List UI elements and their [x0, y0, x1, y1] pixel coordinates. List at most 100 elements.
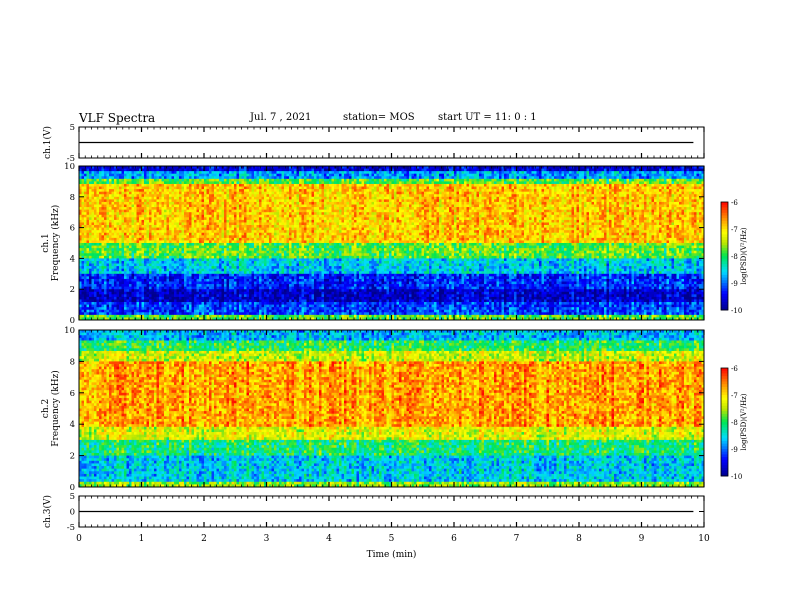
- spectrogram-cell: [87, 276, 90, 279]
- spectrogram-cell: [94, 205, 97, 208]
- spectrogram-cell: [99, 269, 102, 272]
- spectrogram-cell: [107, 284, 110, 287]
- spectrogram-cell: [104, 274, 107, 277]
- spectrogram-cell: [82, 253, 85, 256]
- spectrogram-cell: [102, 235, 105, 238]
- spectrogram-cell: [92, 174, 95, 177]
- spectrogram-cell: [94, 217, 97, 220]
- spectrogram-cell: [117, 297, 120, 300]
- spectrogram-cell: [117, 307, 120, 310]
- spectrogram-cell: [82, 205, 85, 208]
- spectrogram-cell: [112, 243, 115, 246]
- spectrogram-cell: [107, 217, 110, 220]
- spectrogram-cell: [84, 225, 87, 228]
- spectrogram-cell: [119, 207, 122, 210]
- spectrogram-cell: [87, 264, 90, 267]
- spectrogram-cell: [114, 235, 117, 238]
- spectrogram-cell: [99, 176, 102, 179]
- spectrogram-cell: [82, 210, 85, 213]
- spectrogram-cell: [99, 274, 102, 277]
- spectrogram-cell: [99, 215, 102, 218]
- spectrogram-cell: [117, 238, 120, 241]
- spectrogram-cell: [84, 189, 87, 192]
- spectrogram-cell: [89, 271, 92, 274]
- spectrogram-cell: [117, 189, 120, 192]
- spectrogram-cell: [89, 284, 92, 287]
- spectrogram-cell: [104, 294, 107, 297]
- spectrogram-cell: [117, 202, 120, 205]
- spectrogram-cell: [104, 212, 107, 215]
- spectrogram-cell: [119, 225, 122, 228]
- spectrogram-cell: [107, 174, 110, 177]
- spectrogram-cell: [117, 315, 120, 318]
- spectrogram-cell: [112, 274, 115, 277]
- spectrogram-cell: [109, 282, 112, 285]
- spectrogram-cell: [107, 197, 110, 200]
- spectrogram-cell: [112, 225, 115, 228]
- spectrogram-cell: [119, 256, 122, 259]
- spectrogram-cell: [122, 197, 125, 200]
- spectrogram-cell: [122, 194, 125, 197]
- spectrogram-cell: [119, 297, 122, 300]
- spectrogram-cell: [109, 184, 112, 187]
- spectrogram-cell: [99, 179, 102, 182]
- spectrogram-cell: [114, 192, 117, 195]
- spectrogram-cell: [104, 207, 107, 210]
- spectrogram-cell: [87, 171, 90, 174]
- spectrogram-cell: [114, 169, 117, 172]
- spectrogram-cell: [82, 269, 85, 272]
- spectrogram-cell: [122, 238, 125, 241]
- spectrogram-cell: [99, 302, 102, 305]
- spectrogram-cell: [114, 305, 117, 308]
- spectrogram-cell: [102, 243, 105, 246]
- spectrogram-cell: [102, 220, 105, 223]
- spectrogram-cell: [102, 228, 105, 231]
- spectrogram-cell: [107, 302, 110, 305]
- spectrogram-cell: [122, 258, 125, 261]
- spectrogram-cell: [114, 287, 117, 290]
- spectrogram-cell: [114, 238, 117, 241]
- spectrogram-cell: [92, 235, 95, 238]
- spectrogram-cell: [109, 279, 112, 282]
- spectrogram-cell: [122, 176, 125, 179]
- spectrogram-cell: [112, 184, 115, 187]
- spectrogram-cell: [122, 292, 125, 295]
- spectrogram-cell: [104, 315, 107, 318]
- spectrogram-cell: [104, 238, 107, 241]
- spectrogram-cell: [99, 181, 102, 184]
- spectrogram-cell: [109, 197, 112, 200]
- spectrogram-cell: [99, 205, 102, 208]
- spectrogram-cell: [109, 248, 112, 251]
- spectrogram-cell: [112, 207, 115, 210]
- spectrogram-cell: [107, 222, 110, 225]
- spectrogram-cell: [117, 282, 120, 285]
- spectrogram-cell: [112, 297, 115, 300]
- spectrogram-cell: [104, 210, 107, 213]
- spectrogram-cell: [107, 264, 110, 267]
- spectrogram-cell: [94, 274, 97, 277]
- spectrogram-cell: [117, 287, 120, 290]
- spectrogram-cell: [117, 299, 120, 302]
- spectrogram-cell: [102, 184, 105, 187]
- spectrogram-cell: [87, 248, 90, 251]
- spectrogram-cell: [104, 240, 107, 243]
- spectrogram-cell: [94, 243, 97, 246]
- spectrogram-cell: [99, 299, 102, 302]
- spectrogram-cell: [112, 279, 115, 282]
- spectrogram-cell: [92, 258, 95, 261]
- spectrogram-cell: [102, 269, 105, 272]
- spectrogram-cell: [89, 292, 92, 295]
- spectrogram-cell: [107, 238, 110, 241]
- spectrogram-cell: [112, 169, 115, 172]
- spectrogram-cell: [92, 261, 95, 264]
- spectrogram-cell: [84, 315, 87, 318]
- spectrogram-cell: [109, 264, 112, 267]
- spectrogram-cell: [87, 215, 90, 218]
- spectrogram-cell: [87, 205, 90, 208]
- spectrogram-cell: [82, 297, 85, 300]
- spectrogram-cell: [84, 289, 87, 292]
- spectrogram-cell: [92, 248, 95, 251]
- spectrogram-cell: [89, 307, 92, 310]
- spectrogram-cell: [109, 187, 112, 190]
- spectrogram-cell: [107, 184, 110, 187]
